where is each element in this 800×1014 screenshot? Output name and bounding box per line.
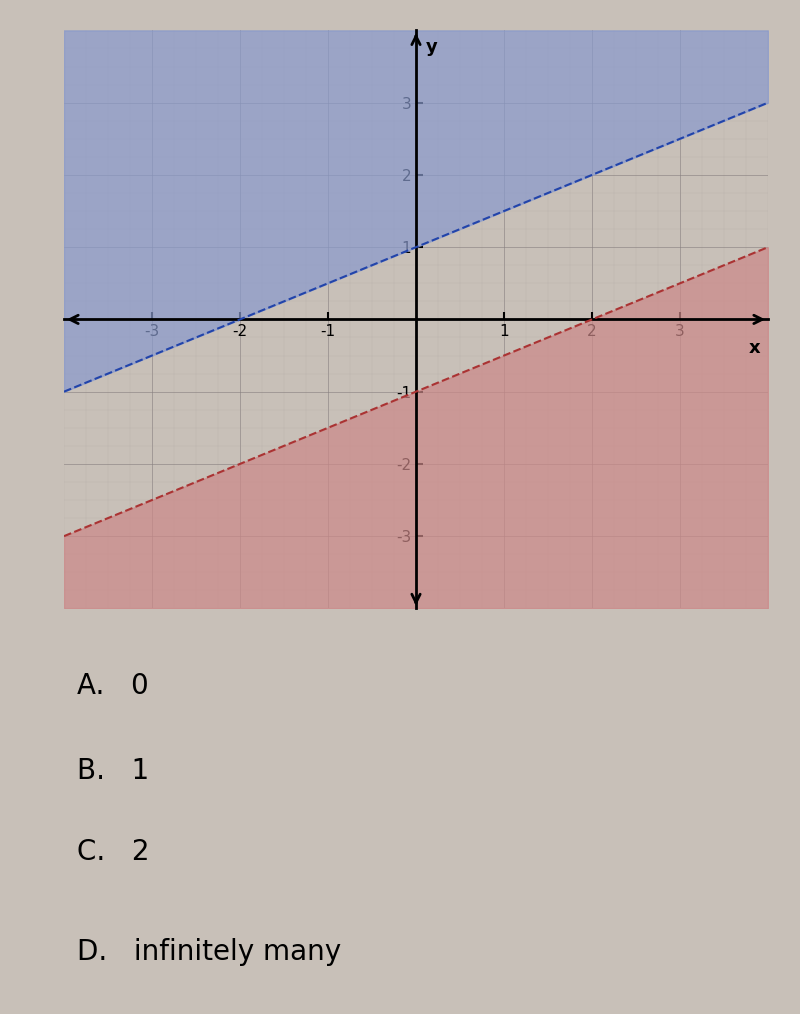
Text: A.   0: A. 0	[77, 672, 149, 701]
Text: B.   1: B. 1	[77, 757, 149, 785]
Text: y: y	[426, 38, 438, 56]
Text: C.   2: C. 2	[77, 839, 150, 866]
Text: x: x	[749, 340, 761, 357]
Text: D.   infinitely many: D. infinitely many	[77, 938, 341, 966]
